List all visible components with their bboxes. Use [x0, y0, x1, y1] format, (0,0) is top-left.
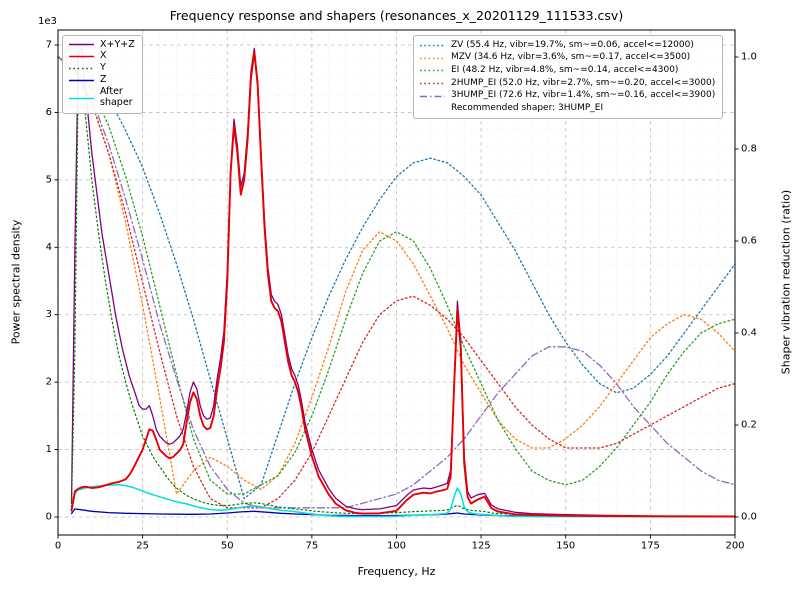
x-tick-label: 25	[136, 540, 149, 551]
legend-entry: X	[68, 50, 135, 63]
x-tick-label: 175	[641, 540, 660, 551]
legend-line-sample	[420, 44, 445, 47]
shaper-legend: ZV (55.4 Hz, vibr=19.7%, sm~=0.06, accel…	[413, 35, 724, 120]
y-tick-label-left: 6	[46, 107, 52, 118]
legend-entry: Z	[68, 74, 135, 87]
legend-entry: EI (48.2 Hz, vibr=4.8%, sm~=0.14, accel<…	[419, 64, 715, 77]
y-tick-label-left: 5	[46, 174, 52, 185]
legend-label: EI (48.2 Hz, vibr=4.8%, sm~=0.14, accel<…	[451, 64, 679, 75]
y-tick-label-right: 1.0	[741, 52, 757, 63]
y-tick-label-left: 0	[46, 512, 52, 523]
legend-entry: After shaper	[68, 86, 135, 110]
legend-label: 2HUMP_EI (52.0 Hz, vibr=2.7%, sm~=0.20, …	[451, 77, 716, 88]
legend-line-sample	[69, 44, 94, 46]
y-tick-label-left: 7	[46, 40, 52, 51]
legend-entry: 2HUMP_EI (52.0 Hz, vibr=2.7%, sm~=0.20, …	[419, 77, 715, 90]
y-tick-label-right: 0.8	[741, 144, 757, 155]
legend-line-sample	[420, 69, 445, 72]
x-axis-label: Frequency, Hz	[357, 565, 436, 578]
legend-entry: ZV (55.4 Hz, vibr=19.7%, sm~=0.06, accel…	[419, 39, 715, 52]
legend-label: MZV (34.6 Hz, vibr=3.6%, sm~=0.17, accel…	[451, 52, 691, 63]
legend-entry: Y	[68, 62, 135, 75]
y-tick-label-left: 1	[46, 444, 52, 455]
y-axis-label-right: Shaper vibration reduction (ratio)	[779, 189, 793, 375]
legend-label: Z	[100, 74, 107, 86]
legend-line-sample	[420, 57, 445, 59]
y-tick-label-left: 4	[46, 242, 52, 253]
x-tick-label: 50	[221, 540, 234, 551]
legend-line-sample	[420, 95, 445, 97]
legend-line-sample	[69, 56, 94, 58]
legend-line-sample	[419, 104, 446, 113]
x-tick-label: 100	[387, 540, 406, 551]
y-tick-label-right: 0.6	[741, 236, 757, 247]
y-tick-label-left: 3	[46, 309, 52, 320]
legend-entry: Recommended shaper: 3HUMP_EI	[419, 102, 715, 115]
legend-label: Y	[100, 62, 106, 74]
chart-title: Frequency response and shapers (resonanc…	[169, 8, 624, 23]
y-tick-label-left: 2	[46, 377, 52, 388]
curve-shaper-MZV	[57, 56, 736, 495]
y-tick-label-right: 0.2	[741, 420, 757, 431]
x-tick-label: 150	[556, 540, 575, 551]
curve-psd-After shaper	[70, 483, 736, 518]
curve-psd-Y	[70, 71, 736, 517]
legend-entry: MZV (34.6 Hz, vibr=3.6%, sm~=0.17, accel…	[419, 52, 715, 65]
recommended-shaper-note: Recommended shaper: 3HUMP_EI	[451, 102, 604, 113]
x-tick-label: 0	[55, 540, 61, 551]
y-axis-offset-text: 1e3	[38, 16, 57, 27]
y-tick-label-right: 0.0	[741, 512, 757, 523]
legend-line-sample	[69, 79, 94, 82]
y-tick-label-right: 0.4	[741, 328, 757, 339]
legend-label: 3HUMP_EI (72.6 Hz, vibr=1.4%, sm~=0.16, …	[451, 90, 716, 101]
x-tick-label: 200	[725, 540, 744, 551]
legend-label: X+Y+Z	[100, 38, 135, 50]
x-tick-label: 75	[306, 540, 319, 551]
curve-shaper-2HUMP_EI	[57, 56, 736, 509]
legend-line-sample	[69, 67, 94, 70]
legend-label: X	[100, 50, 107, 62]
curve-psd-X	[70, 50, 736, 518]
psd-legend: X+Y+Z X Y Z After shaper	[62, 35, 143, 114]
legend-line-sample	[69, 97, 94, 99]
curve-shaper-ZV	[57, 56, 736, 500]
legend-label: ZV (55.4 Hz, vibr=19.7%, sm~=0.06, accel…	[451, 39, 694, 50]
legend-label: After shaper	[100, 86, 133, 109]
y-axis-label-left: Power spectral density	[9, 219, 23, 345]
legend-line-sample	[420, 82, 445, 85]
legend-entry: 3HUMP_EI (72.6 Hz, vibr=1.4%, sm~=0.16, …	[419, 90, 715, 103]
x-tick-label: 125	[472, 540, 491, 551]
legend-entry: X+Y+Z	[68, 39, 135, 51]
